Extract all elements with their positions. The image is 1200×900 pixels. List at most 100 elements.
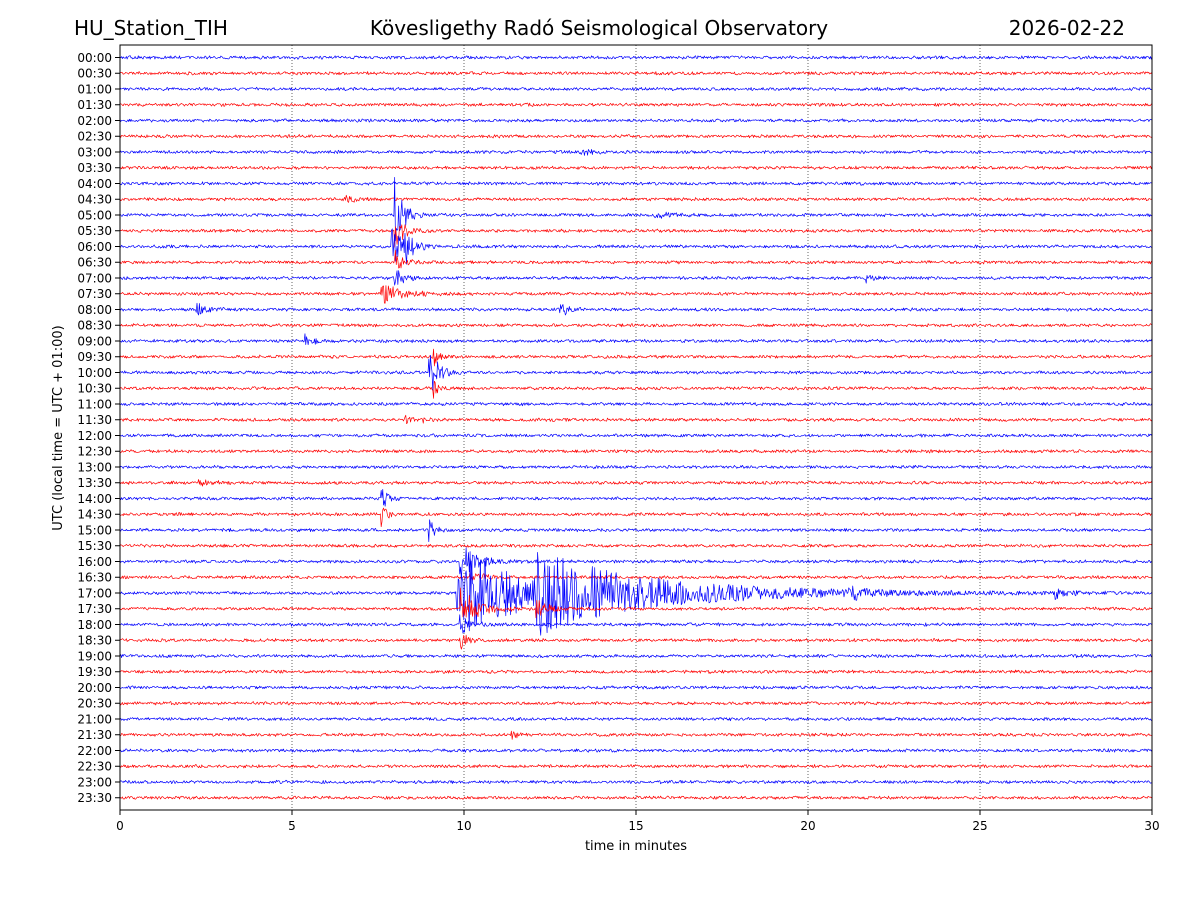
trace-row xyxy=(120,634,1152,650)
trace-row xyxy=(120,228,1152,265)
row-label: 10:00 xyxy=(77,366,112,380)
trace-row xyxy=(120,176,1152,242)
trace-row xyxy=(120,543,1152,548)
row-label: 09:00 xyxy=(77,334,112,348)
row-label: 16:00 xyxy=(77,555,112,569)
trace-row xyxy=(120,55,1152,60)
trace-row xyxy=(120,716,1152,722)
trace-row xyxy=(120,270,1152,286)
trace-row xyxy=(120,587,1152,619)
x-axis-label: time in minutes xyxy=(585,839,687,854)
row-label: 18:30 xyxy=(77,634,112,648)
trace-row xyxy=(120,547,1152,580)
trace-row xyxy=(120,507,1152,528)
row-label: 16:30 xyxy=(77,571,112,585)
row-label: 04:30 xyxy=(77,193,112,207)
trace-row xyxy=(120,149,1152,156)
row-label: 01:00 xyxy=(77,82,112,96)
row-label: 00:30 xyxy=(77,67,112,81)
trace-row xyxy=(120,354,1152,392)
row-label: 06:00 xyxy=(77,240,112,254)
trace-row xyxy=(120,165,1152,170)
chart-title: Kövesligethy Radó Seismological Observat… xyxy=(370,16,828,40)
row-label: 13:00 xyxy=(77,460,112,474)
x-tick-label: 15 xyxy=(628,819,643,833)
trace-row xyxy=(120,414,1152,425)
row-label: 12:30 xyxy=(77,445,112,459)
row-label: 22:00 xyxy=(77,744,112,758)
trace-row xyxy=(120,118,1152,123)
trace-row xyxy=(120,323,1152,328)
trace-row xyxy=(120,401,1152,407)
row-label: 08:30 xyxy=(77,319,112,333)
row-label: 21:30 xyxy=(77,728,112,742)
row-label: 00:00 xyxy=(77,51,112,65)
trace-row xyxy=(120,730,1152,740)
row-label: 14:30 xyxy=(77,508,112,522)
trace-row xyxy=(120,449,1152,454)
row-label: 11:00 xyxy=(77,397,112,411)
trace-row xyxy=(120,669,1152,674)
trace-row xyxy=(120,348,1152,367)
row-label: 11:30 xyxy=(77,413,112,427)
row-label: 17:00 xyxy=(77,586,112,600)
row-label: 05:00 xyxy=(77,208,112,222)
x-tick-label: 0 xyxy=(116,819,124,833)
row-label: 23:00 xyxy=(77,775,112,789)
row-label: 13:30 xyxy=(77,476,112,490)
row-label: 07:30 xyxy=(77,287,112,301)
row-label: 18:00 xyxy=(77,618,112,632)
x-tick-label: 20 xyxy=(800,819,815,833)
row-label: 19:30 xyxy=(77,665,112,679)
x-tick-label: 10 xyxy=(456,819,471,833)
y-axis-label: UTC (local time = UTC + 01:00) xyxy=(51,325,66,530)
seismogram-traces xyxy=(120,55,1152,800)
trace-row xyxy=(120,488,1152,507)
row-label: 23:30 xyxy=(77,791,112,805)
row-label: 12:00 xyxy=(77,429,112,443)
row-label: 19:00 xyxy=(77,649,112,663)
trace-row xyxy=(120,748,1152,753)
trace-row xyxy=(120,285,1152,304)
trace-row xyxy=(120,433,1152,438)
trace-row xyxy=(120,224,1152,248)
row-label: 04:00 xyxy=(77,177,112,191)
trace-row xyxy=(120,102,1152,107)
x-tick-label: 30 xyxy=(1144,819,1159,833)
row-label: 06:30 xyxy=(77,256,112,270)
row-label: 01:30 xyxy=(77,98,112,112)
trace-row xyxy=(120,701,1152,706)
row-label: 17:30 xyxy=(77,602,112,616)
trace-row xyxy=(120,464,1152,470)
row-label: 14:00 xyxy=(77,492,112,506)
trace-row xyxy=(120,764,1152,769)
row-label: 03:00 xyxy=(77,145,112,159)
row-label: 09:30 xyxy=(77,350,112,364)
x-tick-label: 25 xyxy=(972,819,987,833)
row-label: 02:00 xyxy=(77,114,112,128)
row-label: 07:00 xyxy=(77,271,112,285)
x-axis-ticks: 0 5 10 15 20 25 30 xyxy=(116,810,1160,833)
plot-frame xyxy=(119,44,1153,811)
chart-date: 2026-02-22 xyxy=(1009,16,1125,40)
trace-row xyxy=(120,380,1152,399)
trace-row xyxy=(120,653,1152,659)
row-label: 02:30 xyxy=(77,130,112,144)
trace-row xyxy=(120,614,1152,634)
trace-row xyxy=(120,551,1152,636)
row-label: 20:00 xyxy=(77,681,112,695)
trace-row xyxy=(120,71,1152,76)
row-label: 21:00 xyxy=(77,712,112,726)
row-label: 05:30 xyxy=(77,224,112,238)
row-label: 03:30 xyxy=(77,161,112,175)
trace-row xyxy=(120,333,1152,346)
row-label: 20:30 xyxy=(77,697,112,711)
trace-row xyxy=(120,685,1152,690)
trace-row xyxy=(120,570,1152,582)
row-label: 15:00 xyxy=(77,523,112,537)
trace-row xyxy=(120,134,1152,139)
trace-row xyxy=(120,519,1152,543)
trace-row xyxy=(120,181,1152,186)
